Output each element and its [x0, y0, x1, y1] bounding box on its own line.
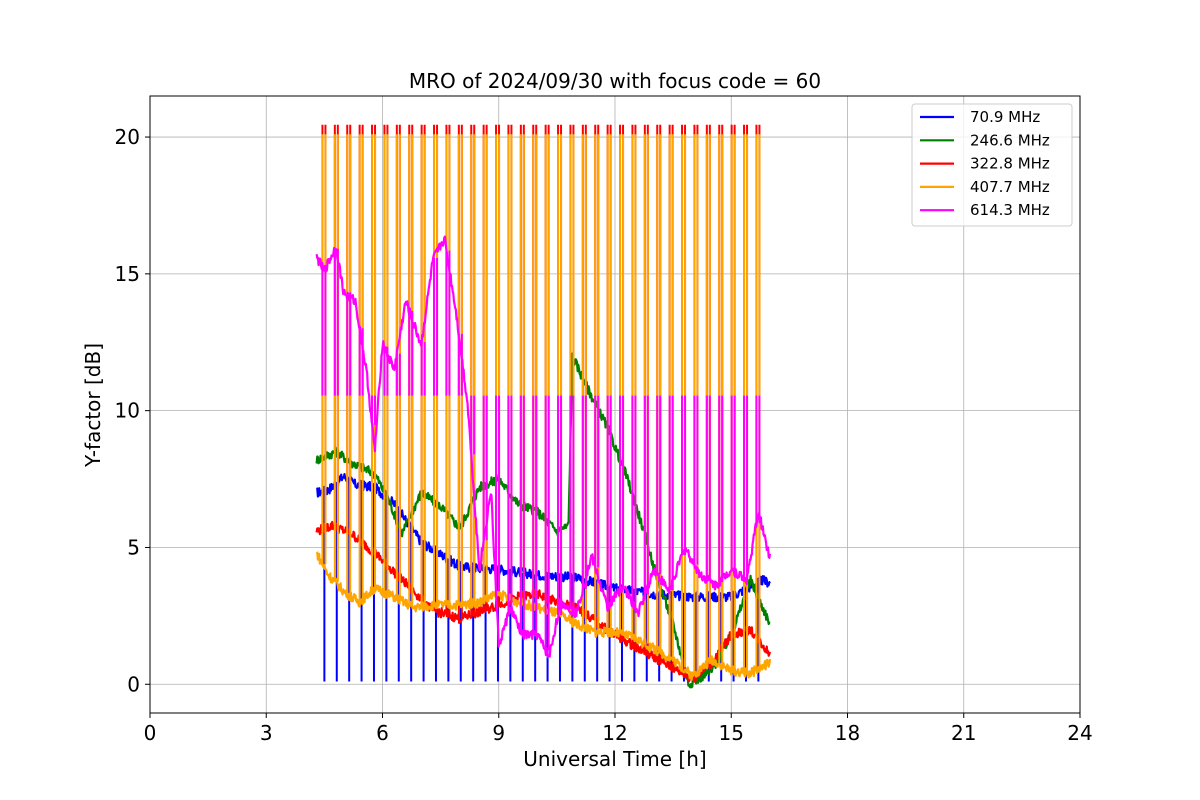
- legend-label: 322.8 MHz: [970, 155, 1050, 173]
- x-tick-label: 24: [1067, 721, 1092, 745]
- legend-label: 614.3 MHz: [970, 201, 1050, 219]
- x-tick-label: 15: [719, 721, 744, 745]
- legend-label: 70.9 MHz: [970, 108, 1040, 126]
- x-tick-label: 18: [835, 721, 860, 745]
- y-axis-ticks: 0 5 10 15 20: [115, 125, 150, 696]
- y-axis-label: Y-factor [dB]: [81, 343, 105, 468]
- x-tick-label: 3: [260, 721, 273, 745]
- chart-title: MRO of 2024/09/30 with focus code = 60: [409, 69, 821, 93]
- x-axis-label: Universal Time [h]: [523, 747, 706, 771]
- series-4: [315, 235, 772, 659]
- x-axis-ticks: 0 3 6 9 12 15 18 21 24: [144, 713, 1093, 745]
- x-tick-label: 6: [376, 721, 389, 745]
- y-tick-label: 0: [127, 672, 140, 696]
- y-tick-label: 20: [115, 125, 140, 149]
- x-tick-label: 12: [602, 721, 627, 745]
- legend-label: 246.6 MHz: [970, 131, 1050, 149]
- y-tick-label: 10: [115, 399, 140, 423]
- y-tick-label: 15: [115, 262, 140, 286]
- x-tick-label: 0: [144, 721, 157, 745]
- legend-label: 407.7 MHz: [970, 178, 1050, 196]
- x-tick-label: 9: [492, 721, 505, 745]
- series-layer: [315, 124, 772, 689]
- legend: 70.9 MHz 246.6 MHz 322.8 MHz 407.7 MHz 614.3…: [911, 103, 1073, 227]
- y-tick-label: 5: [127, 535, 140, 559]
- legend-box: [911, 103, 1073, 227]
- x-tick-label: 21: [951, 721, 976, 745]
- series-line: [315, 520, 772, 683]
